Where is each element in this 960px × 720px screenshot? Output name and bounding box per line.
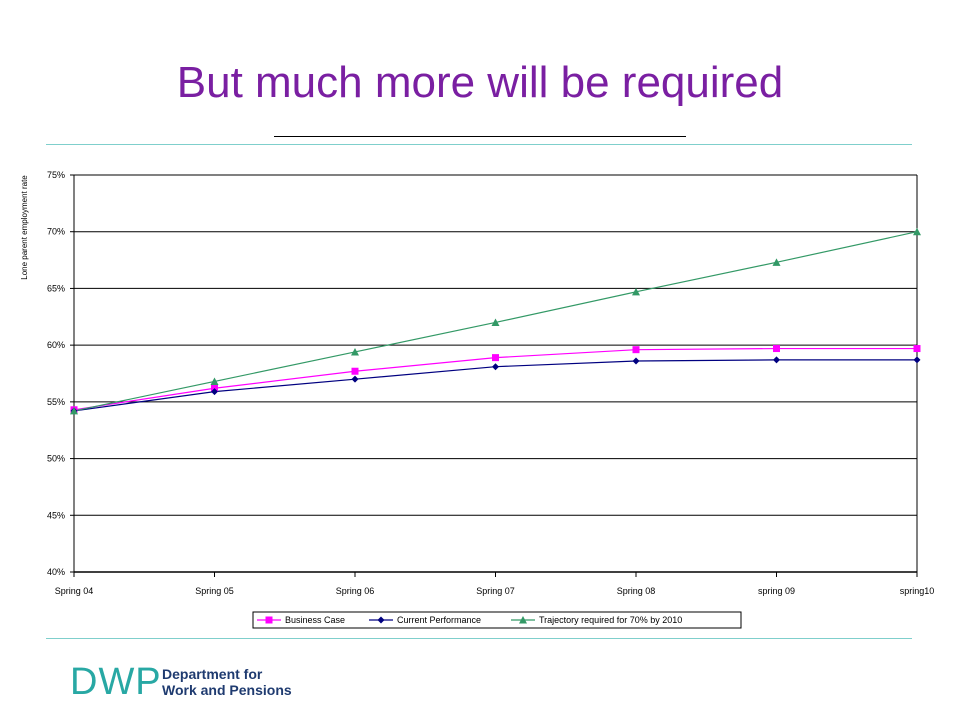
data-point [913, 345, 921, 353]
data-point [773, 345, 780, 353]
data-point [70, 406, 78, 415]
data-point [632, 357, 640, 365]
y-tick-label: 75% [47, 170, 65, 180]
data-point [211, 388, 218, 396]
y-tick-label: 60% [47, 340, 65, 350]
y-tick-label: 45% [47, 510, 65, 520]
data-point [913, 227, 921, 236]
logo-mark: DWP [70, 661, 162, 703]
y-tick-label: 65% [47, 283, 65, 293]
data-point [491, 318, 500, 326]
data-point [913, 356, 921, 364]
legend-box [252, 611, 742, 629]
slide-title: But much more will be required [176, 58, 784, 107]
x-tick-label: spring10 [900, 586, 935, 596]
logo-line-1: Department for [162, 666, 263, 682]
data-point [632, 346, 640, 354]
x-tick-label: Spring 05 [195, 586, 234, 596]
y-tick-label: 50% [47, 454, 65, 464]
y-tick-label: 40% [47, 567, 65, 577]
legend-label: Trajectory required for 70% by 2010 [539, 615, 682, 625]
x-tick-label: Spring 07 [476, 586, 515, 596]
y-tick-label: 70% [47, 227, 65, 237]
legend-marker [519, 616, 527, 624]
x-tick-label: Spring 04 [55, 586, 94, 596]
data-point [492, 354, 499, 362]
legend-label: Business Case [285, 615, 345, 625]
logo-line-2: Work and Pensions [162, 682, 292, 698]
data-point [351, 367, 359, 375]
y-tick-label: 55% [47, 397, 65, 407]
bottom-divider [46, 638, 912, 639]
title-underline [274, 136, 686, 137]
data-point [772, 258, 781, 266]
data-point [773, 356, 780, 364]
data-point [351, 375, 359, 383]
x-tick-label: Spring 08 [617, 586, 656, 596]
x-tick-label: spring 09 [758, 586, 795, 596]
data-point [210, 377, 219, 385]
top-divider [46, 144, 912, 145]
data-point [351, 347, 359, 356]
data-point [632, 287, 640, 296]
logo-text: Department for Work and Pensions [162, 666, 322, 698]
legend-marker [265, 616, 273, 624]
x-tick-label: Spring 06 [336, 586, 375, 596]
data-point [492, 363, 499, 371]
legend-label: Current Performance [397, 615, 481, 625]
y-axis-title: Lone parent employment rate [20, 175, 29, 280]
legend-marker [377, 616, 385, 624]
